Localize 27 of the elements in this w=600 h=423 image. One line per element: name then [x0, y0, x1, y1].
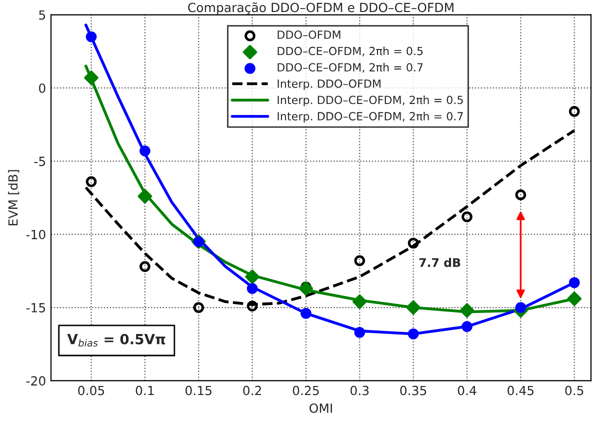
x-tick-label: 0.3: [350, 386, 369, 396]
x-tick-label: 0.2: [243, 386, 261, 396]
y-tick-label: 5: [39, 10, 46, 20]
y-axis-title: EVM [dB]: [8, 170, 20, 226]
annotation: V$_{bias}$ = 0.5Vπ: [67, 334, 166, 347]
x-tick-label: 0.05: [78, 386, 104, 396]
x-tick-label: 0.45: [508, 386, 534, 396]
chart-title: Comparação DDO–OFDM e DDO–CE–OFDM: [188, 2, 454, 15]
legend-label: DDO–CE–OFDM, 2πh = 0.5: [278, 46, 423, 56]
y-tick-label: -5: [34, 156, 46, 166]
legend-label: Interp. DDO–OFDM: [278, 79, 380, 90]
x-axis-title: OMI: [310, 403, 332, 413]
y-tick-label: -15: [26, 303, 46, 312]
x-tick-label: 0.5: [565, 386, 584, 396]
legend-label: DDO–OFDM: [278, 30, 340, 39]
x-tick-label: 0.1: [136, 386, 154, 396]
legend-label: DDO–CE–OFDM, 2πh = 0.7: [278, 62, 423, 73]
y-tick-label: 0: [39, 83, 46, 93]
legend-label: Interp. DDO–CE–OFDM, 2πh = 0.5: [278, 96, 463, 106]
x-tick-label: 0.25: [292, 386, 319, 396]
legend-label: Interp. DDO–CE–OFDM, 2πh = 0.7: [278, 112, 463, 123]
y-tick-label: -20: [26, 376, 46, 386]
x-tick-label: 0.35: [400, 386, 426, 396]
y-tick-label: -10: [26, 230, 46, 240]
x-tick-label: 0.4: [458, 386, 476, 396]
annotation: 7.7 dB: [419, 258, 460, 268]
x-tick-label: 0.15: [186, 386, 212, 396]
